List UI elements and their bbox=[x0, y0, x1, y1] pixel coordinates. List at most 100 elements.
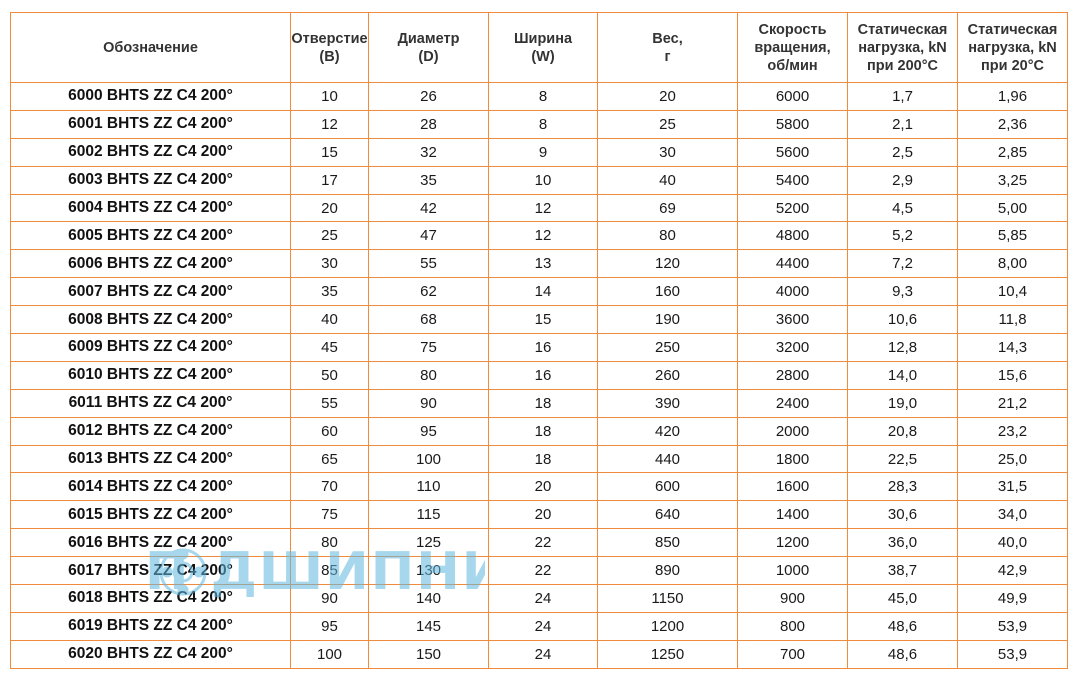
value-cell: 50 bbox=[290, 360, 369, 390]
designation-cell: 6005 BHTS ZZ C4 200° bbox=[10, 221, 291, 251]
designation-cell: 6000 BHTS ZZ C4 200° bbox=[10, 82, 291, 111]
designation-cell: 6018 BHTS ZZ C4 200° bbox=[10, 584, 291, 613]
table-row: 6008 BHTS ZZ C4 200° 40 68 15 190 3600 10,6 11,… bbox=[10, 305, 1068, 335]
value-cell: 15 bbox=[290, 137, 369, 167]
value-cell: 14,0 bbox=[847, 360, 958, 390]
value-cell: 2,9 bbox=[847, 165, 958, 195]
value-cell: 10 bbox=[290, 82, 369, 111]
value-cell: 25 bbox=[597, 109, 738, 139]
value-cell: 900 bbox=[737, 584, 848, 613]
value-cell: 19,0 bbox=[847, 388, 958, 418]
value-cell: 12,8 bbox=[847, 333, 958, 362]
table-row: 6016 BHTS ZZ C4 200° 80 125 22 850 1200 36,0 40… bbox=[10, 528, 1068, 558]
value-cell: 40,0 bbox=[957, 528, 1068, 558]
column-header-line: Статическая bbox=[857, 21, 948, 38]
value-cell: 65 bbox=[290, 444, 369, 474]
column-header-1: Отверстие (B) bbox=[290, 12, 369, 83]
value-cell: 1400 bbox=[737, 500, 848, 530]
value-cell: 49,9 bbox=[957, 584, 1068, 613]
table-row: 6010 BHTS ZZ C4 200° 50 80 16 260 2800 14,0 15,… bbox=[10, 360, 1068, 390]
value-cell: 13 bbox=[488, 249, 598, 279]
table-row: 6013 BHTS ZZ C4 200° 65 100 18 440 1800 22,5 25… bbox=[10, 444, 1068, 474]
designation-cell: 6012 BHTS ZZ C4 200° bbox=[10, 416, 291, 446]
value-cell: 47 bbox=[368, 221, 489, 251]
value-cell: 36,0 bbox=[847, 528, 958, 558]
column-header-5: Скорость вращения, об/мин bbox=[737, 12, 848, 83]
value-cell: 8 bbox=[488, 82, 598, 111]
value-cell: 890 bbox=[597, 556, 738, 586]
value-cell: 4800 bbox=[737, 221, 848, 251]
column-header-0: Обозначение bbox=[10, 12, 291, 83]
table-row: 6009 BHTS ZZ C4 200° 45 75 16 250 3200 12,8 14,… bbox=[10, 333, 1068, 362]
value-cell: 5,2 bbox=[847, 221, 958, 251]
value-cell: 31,5 bbox=[957, 472, 1068, 502]
value-cell: 25 bbox=[290, 221, 369, 251]
table-row: 6018 BHTS ZZ C4 200° 90 140 24 1150 900 45,0 49… bbox=[10, 584, 1068, 613]
value-cell: 100 bbox=[368, 444, 489, 474]
value-cell: 30,6 bbox=[847, 500, 958, 530]
designation-cell: 6007 BHTS ZZ C4 200° bbox=[10, 277, 291, 307]
value-cell: 20 bbox=[488, 500, 598, 530]
value-cell: 125 bbox=[368, 528, 489, 558]
value-cell: 260 bbox=[597, 360, 738, 390]
column-header-line: (D) bbox=[418, 48, 439, 65]
table-row: 6000 BHTS ZZ C4 200° 10 26 8 20 6000 1,7 1,96 bbox=[10, 82, 1068, 111]
table-row: 6015 BHTS ZZ C4 200° 75 115 20 640 1400 30,6 34… bbox=[10, 500, 1068, 530]
value-cell: 90 bbox=[368, 388, 489, 418]
column-header-line: об/мин bbox=[767, 57, 818, 74]
value-cell: 1200 bbox=[737, 528, 848, 558]
value-cell: 95 bbox=[368, 416, 489, 446]
value-cell: 23,2 bbox=[957, 416, 1068, 446]
value-cell: 53,9 bbox=[957, 611, 1068, 641]
value-cell: 130 bbox=[368, 556, 489, 586]
column-header-line: при 200°С bbox=[866, 57, 939, 74]
value-cell: 90 bbox=[290, 584, 369, 613]
value-cell: 8 bbox=[488, 109, 598, 139]
designation-cell: 6020 BHTS ZZ C4 200° bbox=[10, 639, 291, 669]
value-cell: 38,7 bbox=[847, 556, 958, 586]
column-header-3: Ширина (W) bbox=[488, 12, 598, 83]
value-cell: 115 bbox=[368, 500, 489, 530]
value-cell: 5200 bbox=[737, 193, 848, 223]
value-cell: 35 bbox=[368, 165, 489, 195]
column-header-line: Статическая bbox=[967, 21, 1058, 38]
value-cell: 20,8 bbox=[847, 416, 958, 446]
designation-cell: 6015 BHTS ZZ C4 200° bbox=[10, 500, 291, 530]
value-cell: 18 bbox=[488, 416, 598, 446]
value-cell: 24 bbox=[488, 639, 598, 669]
value-cell: 75 bbox=[290, 500, 369, 530]
value-cell: 700 bbox=[737, 639, 848, 669]
column-header-6: Статическая нагрузка, kN при 200°С bbox=[847, 12, 958, 83]
table-row: 6005 BHTS ZZ C4 200° 25 47 12 80 4800 5,2 5,85 bbox=[10, 221, 1068, 251]
value-cell: 15,6 bbox=[957, 360, 1068, 390]
designation-cell: 6002 BHTS ZZ C4 200° bbox=[10, 137, 291, 167]
value-cell: 8,00 bbox=[957, 249, 1068, 279]
value-cell: 28 bbox=[368, 109, 489, 139]
value-cell: 2,1 bbox=[847, 109, 958, 139]
table-row: 6020 BHTS ZZ C4 200° 100 150 24 1250 700 48,6 5… bbox=[10, 639, 1068, 669]
value-cell: 5600 bbox=[737, 137, 848, 167]
value-cell: 18 bbox=[488, 444, 598, 474]
column-header-line: Диаметр bbox=[397, 30, 460, 47]
table-row: 6001 BHTS ZZ C4 200° 12 28 8 25 5800 2,1 2,36 bbox=[10, 109, 1068, 139]
value-cell: 120 bbox=[597, 249, 738, 279]
value-cell: 140 bbox=[368, 584, 489, 613]
value-cell: 5,00 bbox=[957, 193, 1068, 223]
value-cell: 25,0 bbox=[957, 444, 1068, 474]
value-cell: 40 bbox=[290, 305, 369, 335]
value-cell: 85 bbox=[290, 556, 369, 586]
table-body: 6000 BHTS ZZ C4 200° 10 26 8 20 6000 1,7 1,96 60… bbox=[10, 82, 1068, 669]
value-cell: 1000 bbox=[737, 556, 848, 586]
column-header-7: Статическая нагрузка, kN при 20°С bbox=[957, 12, 1068, 83]
designation-cell: 6013 BHTS ZZ C4 200° bbox=[10, 444, 291, 474]
value-cell: 110 bbox=[368, 472, 489, 502]
value-cell: 390 bbox=[597, 388, 738, 418]
value-cell: 24 bbox=[488, 584, 598, 613]
value-cell: 3,25 bbox=[957, 165, 1068, 195]
value-cell: 34,0 bbox=[957, 500, 1068, 530]
value-cell: 42 bbox=[368, 193, 489, 223]
designation-cell: 6017 BHTS ZZ C4 200° bbox=[10, 556, 291, 586]
value-cell: 1800 bbox=[737, 444, 848, 474]
value-cell: 35 bbox=[290, 277, 369, 307]
column-header-line: вращения, bbox=[754, 39, 831, 56]
